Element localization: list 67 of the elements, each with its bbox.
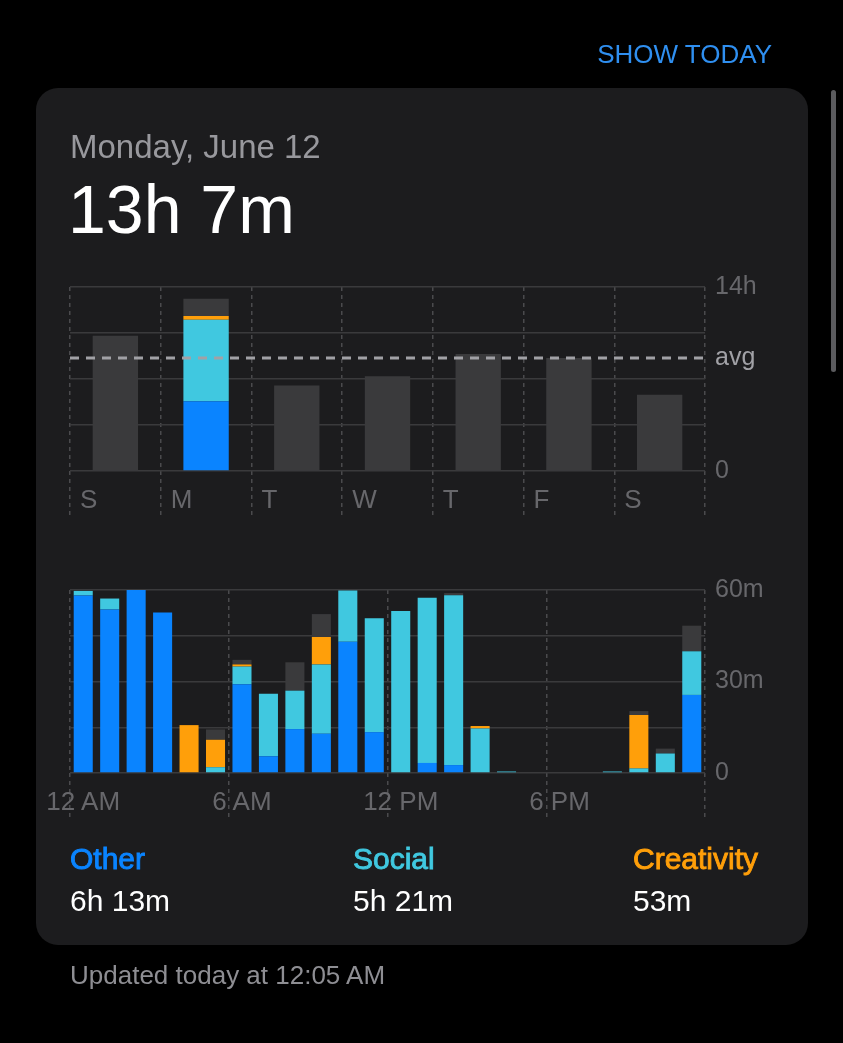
chart-title: Monday, June 12: [70, 128, 321, 166]
y-tick-label: 0: [715, 756, 729, 785]
bar: [183, 401, 229, 471]
bar: [73, 595, 93, 773]
bar: [338, 590, 358, 642]
bar: [100, 598, 120, 610]
bar: [285, 729, 305, 773]
bar: [183, 315, 229, 320]
bar: [311, 636, 331, 665]
text: 53m: [633, 884, 692, 919]
x-tick-label: F: [533, 483, 550, 514]
bar: [338, 641, 358, 773]
bar: [126, 590, 146, 773]
bar: [311, 733, 331, 773]
bar: [232, 684, 252, 773]
bar: [682, 651, 702, 695]
x-tick-label: 6 PM: [529, 785, 590, 816]
text: Creativity: [633, 842, 759, 877]
bar: [682, 694, 702, 773]
text: 6h 13m: [70, 884, 171, 919]
x-tick-label: T: [442, 483, 459, 514]
chart-subtitle: 13h 7m: [68, 170, 295, 249]
x-tick-label: M: [170, 483, 193, 514]
text: Social: [353, 842, 435, 877]
bar: [311, 664, 331, 734]
x-tick-label: 12 AM: [46, 785, 121, 816]
bar: [417, 762, 437, 773]
bar: [206, 767, 226, 773]
y-tick-label: 60m: [715, 573, 764, 602]
bar: [285, 690, 305, 730]
bar: [183, 298, 229, 316]
x-tick-label: W: [352, 483, 378, 514]
bar: [444, 765, 464, 773]
bar: [258, 693, 278, 757]
bar: [258, 756, 278, 773]
bar: [444, 593, 464, 596]
x-tick-label: T: [261, 483, 278, 514]
bar: [232, 659, 252, 665]
bar: [417, 597, 437, 763]
bar: [364, 618, 384, 733]
y-tick-label: 0: [715, 454, 729, 483]
bar: [232, 664, 252, 667]
bar: [470, 728, 490, 773]
bar: [629, 768, 649, 773]
text: SHOW TODAY: [597, 39, 772, 70]
bar: [100, 609, 120, 773]
bar: [232, 666, 252, 685]
x-tick-label: S: [80, 483, 98, 514]
text: Updated today at 12:05 AM: [70, 960, 386, 991]
y-tick-label: 14h: [715, 270, 757, 299]
bar: [183, 319, 229, 402]
x-tick-label: 12 PM: [363, 785, 439, 816]
bar: [444, 595, 464, 766]
x-tick-label: S: [624, 483, 642, 514]
bar: [655, 753, 675, 773]
bar: [364, 732, 384, 773]
x-tick-label: 6 AM: [212, 785, 272, 816]
bar: [206, 739, 226, 768]
bar: [629, 711, 649, 716]
text: 5h 21m: [353, 884, 454, 919]
bar: [391, 611, 411, 773]
bar: [629, 715, 649, 769]
ref-line-label: avg: [715, 341, 756, 370]
text: Other: [70, 842, 146, 877]
y-tick-label: 30m: [715, 665, 764, 694]
bar: [179, 725, 199, 773]
bar: [153, 612, 173, 773]
